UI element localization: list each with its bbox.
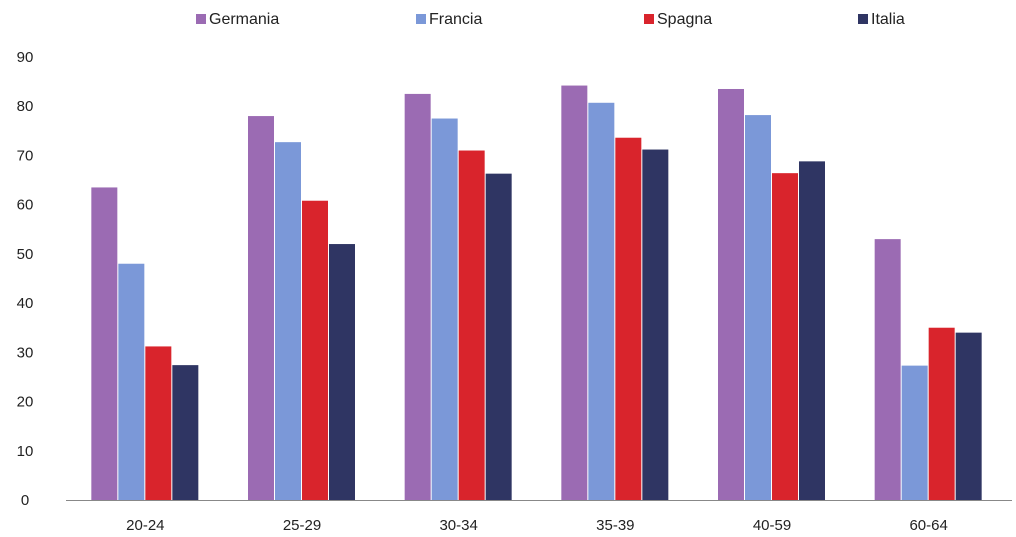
x-axis: 20-24 25-29 30-34 35-39 40-59 60-64 (66, 500, 1012, 534)
bar-germania-60-64 (874, 239, 901, 500)
bar-italia-35-39 (642, 149, 669, 500)
legend-swatch-italia (858, 14, 868, 24)
y-axis: 0 10 20 30 40 50 60 70 80 90 (17, 49, 34, 509)
y-tick-label: 40 (17, 295, 34, 312)
bar-spagna-25-29 (302, 200, 328, 500)
bar-francia-40-59 (745, 115, 771, 501)
y-tick-label: 30 (17, 344, 34, 361)
bar-italia-40-59 (799, 161, 825, 500)
bar-spagna-35-39 (615, 137, 642, 501)
bar-francia-30-34 (431, 118, 458, 501)
y-tick-label: 50 (17, 246, 34, 263)
x-tick-label: 35-39 (596, 517, 634, 534)
legend-label-italia: Italia (871, 11, 905, 28)
bar-francia-35-39 (588, 102, 615, 500)
legend-label-germania: Germania (209, 11, 279, 28)
y-tick-label: 70 (17, 147, 34, 164)
y-tick-label: 0 (21, 492, 29, 509)
x-tick-label: 20-24 (126, 517, 164, 534)
legend-swatch-germania (196, 14, 206, 24)
x-tick-label: 30-34 (439, 517, 477, 534)
bar-francia-25-29 (275, 142, 301, 500)
legend: Germania Francia Spagna Italia (196, 11, 905, 28)
bar-francia-20-24 (118, 263, 145, 500)
y-tick-label: 60 (17, 197, 34, 214)
bar-germania-30-34 (404, 93, 431, 501)
bar-spagna-60-64 (928, 327, 955, 500)
bar-spagna-20-24 (145, 346, 172, 500)
bar-italia-60-64 (955, 332, 982, 500)
bar-spagna-40-59 (772, 173, 798, 501)
bar-spagna-30-34 (458, 150, 485, 500)
x-tick-label: 60-64 (909, 517, 947, 534)
bars (91, 85, 982, 501)
bar-italia-30-34 (485, 173, 512, 500)
bar-germania-35-39 (561, 85, 588, 500)
x-tick-label: 40-59 (753, 517, 791, 534)
y-tick-label: 90 (17, 49, 34, 66)
bar-germania-40-59 (718, 88, 744, 500)
y-tick-label: 10 (17, 443, 34, 460)
bar-francia-60-64 (901, 365, 928, 500)
bar-germania-25-29 (248, 116, 274, 501)
bar-italia-25-29 (329, 244, 355, 500)
legend-label-francia: Francia (429, 11, 482, 28)
legend-swatch-francia (416, 14, 426, 24)
y-tick-label: 80 (17, 98, 34, 115)
bar-italia-20-24 (172, 365, 199, 500)
y-tick-label: 20 (17, 394, 34, 411)
legend-swatch-spagna (644, 14, 654, 24)
bar-germania-20-24 (91, 187, 118, 500)
x-tick-label: 25-29 (283, 517, 321, 534)
legend-label-spagna: Spagna (657, 11, 712, 28)
